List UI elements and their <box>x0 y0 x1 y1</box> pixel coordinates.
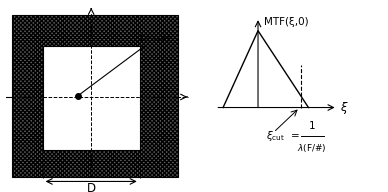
Text: $\xi_{\mathrm{cut}}$: $\xi_{\mathrm{cut}}$ <box>266 129 285 143</box>
Text: $\lambda(\mathrm{F/\#})$: $\lambda(\mathrm{F/\#})$ <box>298 142 327 154</box>
Text: D: D <box>87 182 96 192</box>
Bar <box>43 46 140 150</box>
Text: =: = <box>291 131 300 141</box>
Text: $\xi$: $\xi$ <box>340 99 348 116</box>
Text: p(x,y): p(x,y) <box>80 33 170 94</box>
Text: 1: 1 <box>309 121 316 131</box>
Text: MTF(ξ,0): MTF(ξ,0) <box>264 17 308 27</box>
Bar <box>12 15 178 177</box>
